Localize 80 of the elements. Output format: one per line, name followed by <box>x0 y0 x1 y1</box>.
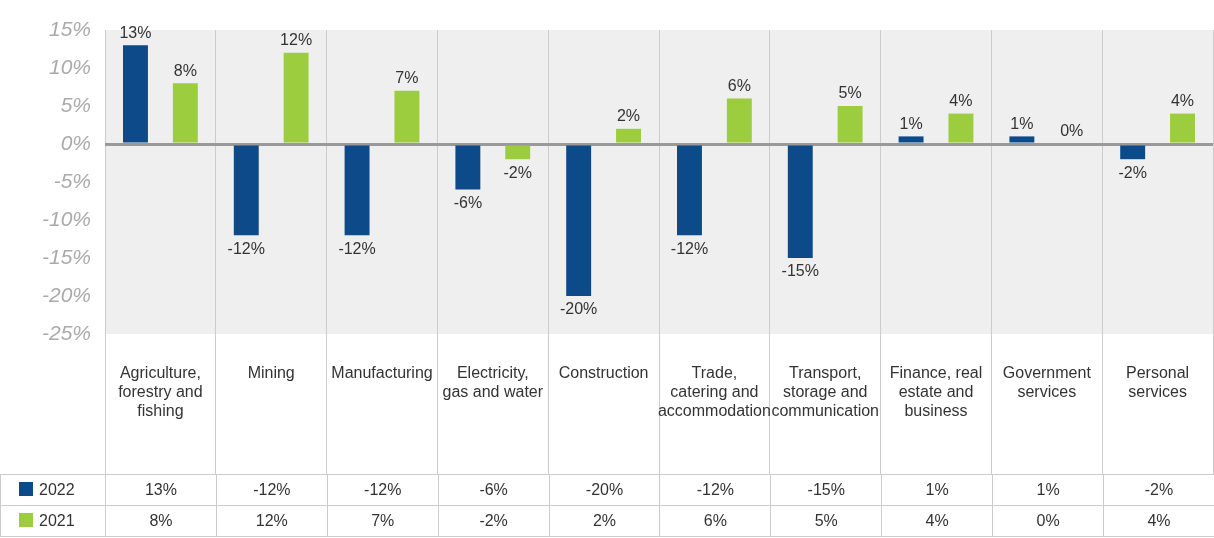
bar <box>837 106 863 143</box>
bar <box>1009 136 1035 143</box>
data-label: -12% <box>216 474 328 506</box>
bar <box>123 45 148 143</box>
data-label: -15% <box>770 474 882 506</box>
text: 7% <box>395 69 419 87</box>
data-label: -2% <box>1103 474 1214 506</box>
x-tick-label: Mining <box>247 364 295 382</box>
y-tick-label: -5% <box>53 168 91 192</box>
x-tick-label: Trade, catering and accommodation <box>657 364 771 420</box>
bar <box>726 98 752 143</box>
bar <box>394 90 420 143</box>
data-label: 4% <box>881 505 993 537</box>
text: 4% <box>949 92 973 110</box>
text: -2% <box>1118 163 1147 181</box>
y-tick-label: -15% <box>41 244 91 268</box>
x-tick-label: Electricity, gas and water <box>442 364 544 401</box>
text: 1% <box>899 114 923 132</box>
x-tick-label: Construction <box>558 364 649 382</box>
text: -15% <box>781 262 819 280</box>
x-tick-label: Agriculture, forestry and fishing <box>118 364 203 420</box>
text: 4% <box>1170 92 1195 110</box>
text: 5% <box>838 84 862 102</box>
text: -12% <box>227 239 265 257</box>
y-tick-label: -10% <box>41 206 91 230</box>
legend-label: 2022 <box>0 474 106 506</box>
y-tick-label: -25% <box>41 320 91 344</box>
x-tick-label: Personal services <box>1126 364 1190 401</box>
data-label: -6% <box>438 474 550 506</box>
text: 12% <box>280 31 313 49</box>
data-label: 1% <box>992 474 1104 506</box>
data-label: 12% <box>216 505 328 537</box>
y-tick-label: 10% <box>48 54 91 78</box>
data-label: 4% <box>1103 505 1214 537</box>
bar <box>787 145 813 258</box>
data-label: 2% <box>549 505 660 537</box>
data-label: 5% <box>770 505 882 537</box>
data-label: 1% <box>881 474 993 506</box>
bar <box>455 145 481 190</box>
bar <box>283 52 309 143</box>
data-label: 6% <box>659 505 771 537</box>
bar <box>566 145 592 296</box>
data-label: -12% <box>327 474 439 506</box>
x-tick-label: Transport, storage and communication <box>771 364 879 420</box>
data-label: 8% <box>105 505 217 537</box>
bar <box>233 145 259 236</box>
data-label: -2% <box>438 505 550 537</box>
bar <box>1120 145 1146 160</box>
data-label: -20% <box>549 474 660 506</box>
data-label: 0% <box>992 505 1104 537</box>
text: 13% <box>119 23 152 41</box>
text: -2% <box>503 163 532 181</box>
bar <box>898 136 924 143</box>
text: 0% <box>1060 122 1084 140</box>
bar <box>505 145 531 160</box>
y-tick-label: 5% <box>60 92 91 116</box>
text: 2% <box>616 107 641 125</box>
x-tick-label: Government services <box>1002 364 1092 401</box>
bar <box>948 113 974 143</box>
text: -6% <box>453 194 483 212</box>
y-tick-label: 0% <box>60 130 91 154</box>
bar <box>677 145 702 236</box>
data-label: 13% <box>105 474 217 506</box>
text: -20% <box>559 300 598 318</box>
text: 6% <box>727 76 751 94</box>
y-tick-label: -20% <box>41 282 91 306</box>
data-label: -12% <box>659 474 771 506</box>
bar <box>1170 113 1195 143</box>
text: 8% <box>173 61 197 79</box>
data-label: 7% <box>327 505 439 537</box>
y-tick-label: 15% <box>48 16 91 40</box>
text: 1% <box>1010 114 1034 132</box>
text: -12% <box>338 239 376 257</box>
x-tick-label: Manufacturing <box>331 364 433 382</box>
legend-label: 2021 <box>0 505 106 537</box>
bar <box>172 83 198 143</box>
bar <box>616 128 641 143</box>
x-tick-label: Finance, real estate and business <box>889 364 983 420</box>
text: -12% <box>670 239 709 257</box>
bar <box>344 145 370 236</box>
